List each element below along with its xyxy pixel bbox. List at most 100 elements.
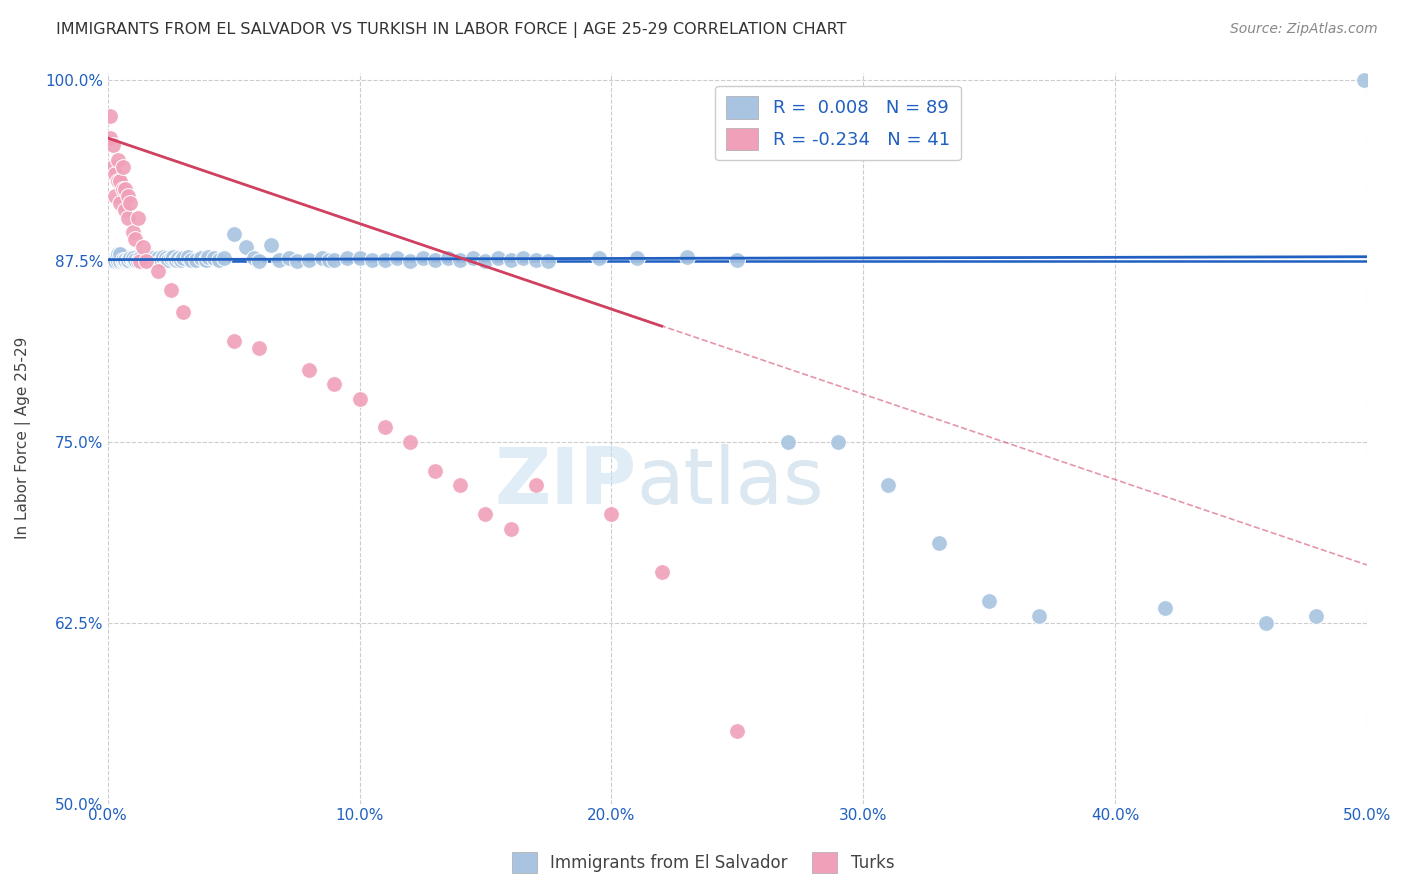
Point bbox=[423, 252, 446, 267]
Point bbox=[499, 522, 522, 536]
Point bbox=[101, 160, 124, 174]
Point bbox=[676, 250, 699, 264]
Point bbox=[318, 252, 340, 267]
Point bbox=[474, 254, 496, 268]
Point bbox=[157, 252, 180, 267]
Point bbox=[124, 252, 146, 267]
Point bbox=[114, 203, 136, 218]
Point bbox=[323, 377, 346, 392]
Point bbox=[117, 211, 139, 225]
Point bbox=[461, 251, 484, 265]
Point bbox=[177, 250, 200, 264]
Point bbox=[776, 434, 799, 449]
Point bbox=[111, 254, 134, 268]
Point bbox=[374, 420, 396, 434]
Point bbox=[499, 252, 522, 267]
Point bbox=[588, 251, 610, 265]
Point bbox=[159, 251, 181, 265]
Point bbox=[311, 251, 333, 265]
Point bbox=[361, 252, 384, 267]
Point bbox=[152, 250, 174, 264]
Point bbox=[349, 251, 371, 265]
Point bbox=[197, 250, 219, 264]
Point bbox=[278, 251, 301, 265]
Point bbox=[120, 196, 142, 211]
Point bbox=[114, 182, 136, 196]
Point bbox=[135, 252, 157, 267]
Point bbox=[827, 434, 849, 449]
Point bbox=[247, 254, 270, 268]
Point bbox=[110, 174, 132, 188]
Point bbox=[104, 254, 127, 268]
Point bbox=[235, 239, 257, 253]
Point bbox=[486, 251, 509, 265]
Point bbox=[260, 238, 283, 252]
Point bbox=[298, 252, 321, 267]
Point bbox=[98, 131, 121, 145]
Point bbox=[132, 239, 155, 253]
Point bbox=[127, 211, 149, 225]
Point bbox=[180, 252, 202, 267]
Point bbox=[132, 252, 155, 267]
Point bbox=[124, 232, 146, 246]
Point bbox=[146, 264, 169, 278]
Point bbox=[110, 196, 132, 211]
Point bbox=[110, 247, 132, 261]
Point bbox=[1154, 601, 1177, 615]
Point bbox=[170, 252, 193, 267]
Point bbox=[374, 252, 396, 267]
Point bbox=[149, 252, 172, 267]
Point bbox=[222, 227, 245, 241]
Point bbox=[243, 251, 266, 265]
Point bbox=[474, 508, 496, 522]
Point bbox=[725, 724, 748, 739]
Point bbox=[167, 251, 190, 265]
Point bbox=[136, 254, 159, 268]
Point bbox=[399, 434, 422, 449]
Point bbox=[267, 252, 290, 267]
Point bbox=[107, 247, 129, 261]
Point bbox=[423, 464, 446, 478]
Point bbox=[877, 478, 900, 492]
Point bbox=[129, 251, 152, 265]
Text: atlas: atlas bbox=[637, 444, 824, 520]
Point bbox=[117, 254, 139, 268]
Point bbox=[142, 251, 165, 265]
Point bbox=[190, 251, 212, 265]
Point bbox=[107, 153, 129, 167]
Point bbox=[98, 254, 121, 268]
Point bbox=[129, 254, 152, 268]
Point bbox=[349, 392, 371, 406]
Point bbox=[323, 252, 346, 267]
Point bbox=[101, 254, 124, 268]
Point bbox=[194, 252, 217, 267]
Point bbox=[111, 160, 134, 174]
Point bbox=[184, 252, 207, 267]
Point bbox=[117, 252, 139, 267]
Point bbox=[104, 189, 127, 203]
Point bbox=[159, 283, 181, 297]
Point bbox=[977, 594, 1000, 608]
Point bbox=[139, 252, 162, 267]
Point bbox=[651, 565, 673, 579]
Point bbox=[600, 508, 623, 522]
Point bbox=[122, 251, 145, 265]
Point bbox=[107, 254, 129, 268]
Point bbox=[146, 251, 169, 265]
Point bbox=[117, 189, 139, 203]
Text: Source: ZipAtlas.com: Source: ZipAtlas.com bbox=[1230, 22, 1378, 37]
Point bbox=[111, 252, 134, 267]
Point bbox=[172, 251, 194, 265]
Point bbox=[212, 251, 235, 265]
Point bbox=[114, 254, 136, 268]
Point bbox=[1028, 608, 1050, 623]
Point bbox=[222, 334, 245, 348]
Text: IMMIGRANTS FROM EL SALVADOR VS TURKISH IN LABOR FORCE | AGE 25-29 CORRELATION CH: IMMIGRANTS FROM EL SALVADOR VS TURKISH I… bbox=[56, 22, 846, 38]
Point bbox=[104, 254, 127, 268]
Point bbox=[436, 251, 458, 265]
Point bbox=[127, 254, 149, 268]
Point bbox=[1353, 73, 1375, 87]
Point bbox=[247, 341, 270, 355]
Point bbox=[122, 252, 145, 267]
Legend: Immigrants from El Salvador, Turks: Immigrants from El Salvador, Turks bbox=[505, 846, 901, 880]
